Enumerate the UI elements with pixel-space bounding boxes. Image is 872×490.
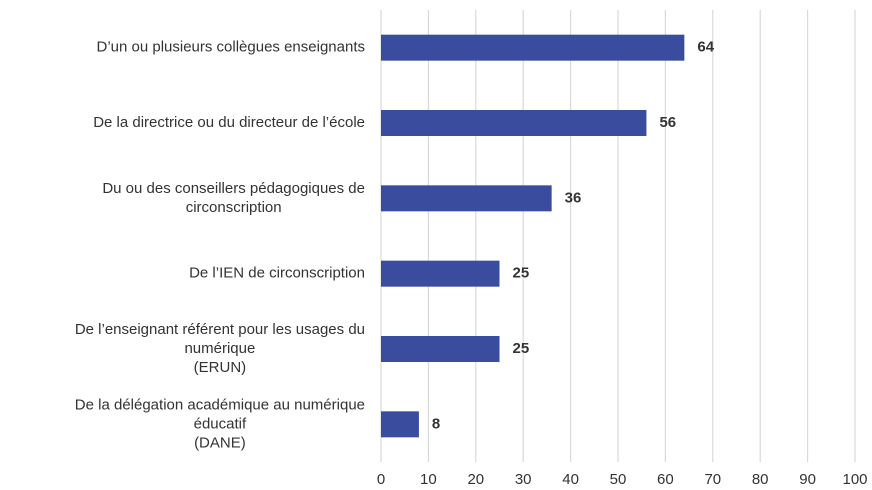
category-label: De l’IEN de circonscription: [189, 265, 365, 282]
category-label: Du ou des conseillers pédagogiques de: [102, 180, 365, 197]
x-tick-label: 10: [420, 471, 437, 488]
value-label: 25: [513, 265, 530, 282]
x-tick-label: 0: [377, 471, 385, 488]
category-label: De l’enseignant référent pour les usages…: [75, 321, 365, 338]
category-label: D’un ou plusieurs collègues enseignants: [96, 39, 365, 56]
x-tick-label: 50: [610, 471, 627, 488]
bar: [381, 260, 500, 287]
category-label: circonscription: [186, 199, 282, 216]
bar: [381, 185, 552, 212]
x-tick-label: 100: [842, 471, 867, 488]
category-label: De la délégation académique au numérique: [75, 396, 365, 413]
value-label: 25: [513, 340, 530, 357]
bar: [381, 34, 685, 61]
category-label: De la directrice ou du directeur de l’éc…: [93, 114, 365, 131]
bar: [381, 336, 500, 362]
value-label: 56: [659, 114, 676, 131]
category-label: numérique: [184, 340, 255, 357]
value-label: 36: [565, 189, 582, 206]
x-tick-label: 80: [752, 471, 769, 488]
value-label: 8: [432, 415, 440, 432]
category-label: (ERUN): [194, 359, 247, 376]
x-tick-label: 40: [562, 471, 579, 488]
category-label: (DANE): [194, 434, 246, 451]
bar: [381, 110, 647, 136]
value-label: 64: [697, 39, 714, 56]
x-tick-label: 90: [799, 471, 816, 488]
x-tick-label: 20: [467, 471, 484, 488]
bar: [381, 411, 419, 438]
x-tick-label: 60: [657, 471, 674, 488]
x-tick-label: 70: [704, 471, 721, 488]
category-label: éducatif: [194, 415, 247, 432]
x-tick-label: 30: [515, 471, 532, 488]
